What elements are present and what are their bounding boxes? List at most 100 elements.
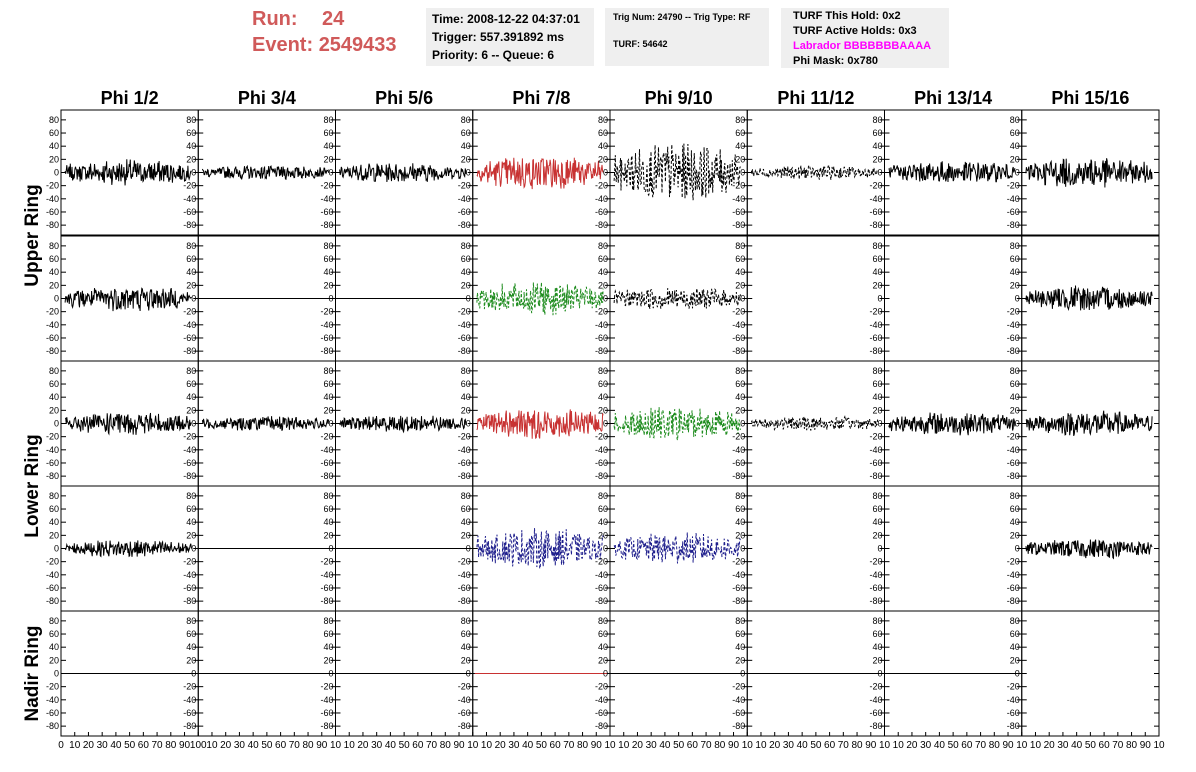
y-tick-label: 80 <box>1010 616 1020 626</box>
y-tick-label: 80 <box>186 241 196 251</box>
y-tick-label: -60 <box>869 458 882 468</box>
y-tick-label: -20 <box>595 682 608 692</box>
y-tick-label: -60 <box>46 207 59 217</box>
y-tick-label: -40 <box>869 194 882 204</box>
y-tick-label: 80 <box>49 241 59 251</box>
y-tick-label: -80 <box>1007 471 1020 481</box>
x-tick-label: 0 <box>58 740 64 751</box>
labrador-line: Labrador BBBBBBBAAAA <box>793 40 932 52</box>
x-tick-label: 100 <box>190 740 207 751</box>
y-tick-label: 20 <box>461 154 471 164</box>
x-tick-label: 60 <box>275 740 287 751</box>
x-tick-label: 30 <box>920 740 932 751</box>
y-tick-label: -20 <box>458 307 471 317</box>
y-tick-label: 20 <box>461 280 471 290</box>
y-tick-label: 40 <box>186 392 196 402</box>
x-tick-label: 60 <box>138 740 150 751</box>
y-tick-label: 60 <box>186 504 196 514</box>
y-tick-label: -20 <box>183 432 196 442</box>
x-tick-label: 90 <box>1140 740 1152 751</box>
column-header: Phi 13/14 <box>914 88 992 108</box>
y-tick-label: 60 <box>49 254 59 264</box>
y-tick-label: -40 <box>183 194 196 204</box>
y-tick-label: 20 <box>735 154 745 164</box>
y-tick-label: -80 <box>595 596 608 606</box>
y-tick-label: -60 <box>46 333 59 343</box>
x-tick-label: 40 <box>385 740 397 751</box>
x-tick-label: 10 <box>755 740 767 751</box>
x-tick-label: 90 <box>591 740 603 751</box>
y-tick-label: 0 <box>328 544 333 554</box>
y-tick-label: 20 <box>49 530 59 540</box>
y-tick-label: -20 <box>458 682 471 692</box>
panel-frame <box>746 235 885 362</box>
y-tick-label: -20 <box>732 307 745 317</box>
x-tick-label: 70 <box>701 740 713 751</box>
y-tick-label: 20 <box>1010 154 1020 164</box>
y-tick-label: -20 <box>595 432 608 442</box>
y-tick-label: 0 <box>54 294 59 304</box>
y-tick-label: -20 <box>320 307 333 317</box>
y-tick-label: -20 <box>320 181 333 191</box>
y-tick-label: 80 <box>872 491 882 501</box>
y-tick-label: 60 <box>1010 128 1020 138</box>
y-tick-label: 40 <box>461 517 471 527</box>
y-tick-label: 20 <box>323 280 333 290</box>
y-tick-label: -40 <box>732 570 745 580</box>
y-tick-label: 80 <box>598 616 608 626</box>
y-tick-label: 60 <box>1010 504 1020 514</box>
y-tick-label: 0 <box>328 294 333 304</box>
y-tick-label: -40 <box>320 194 333 204</box>
y-tick-label: -20 <box>320 682 333 692</box>
y-tick-label: -60 <box>183 333 196 343</box>
y-tick-label: 20 <box>735 405 745 415</box>
x-tick-label: 40 <box>659 740 671 751</box>
x-tick-label: 20 <box>769 740 781 751</box>
y-tick-label: -40 <box>458 695 471 705</box>
x-tick-label: 70 <box>838 740 850 751</box>
y-tick-label: 60 <box>323 504 333 514</box>
x-tick-label: 30 <box>646 740 658 751</box>
y-tick-label: -80 <box>320 220 333 230</box>
y-tick-label: 60 <box>49 504 59 514</box>
y-tick-label: 40 <box>323 267 333 277</box>
waveform-trace <box>750 163 878 180</box>
y-tick-label: -80 <box>595 721 608 731</box>
y-tick-label: 80 <box>735 491 745 501</box>
y-tick-label: -40 <box>595 570 608 580</box>
y-tick-label: 0 <box>877 294 882 304</box>
waveform-trace <box>613 288 741 309</box>
y-tick-label: 40 <box>872 517 882 527</box>
x-tick-label: 20 <box>1044 740 1056 751</box>
waveform-trace <box>1025 410 1153 437</box>
y-tick-label: -40 <box>1007 320 1020 330</box>
y-tick-label: 80 <box>186 115 196 125</box>
y-tick-label: 20 <box>461 530 471 540</box>
y-tick-label: -40 <box>46 320 59 330</box>
event-label: Event: <box>252 34 314 56</box>
waveform-trace <box>201 164 330 180</box>
y-tick-label: 80 <box>872 115 882 125</box>
x-tick-label: 10 <box>467 740 479 751</box>
y-tick-label: 60 <box>1010 254 1020 264</box>
y-tick-label: 20 <box>1010 655 1020 665</box>
y-tick-label: -60 <box>732 333 745 343</box>
column-header: Phi 1/2 <box>101 88 159 108</box>
x-tick-label: 90 <box>728 740 740 751</box>
y-tick-label: -40 <box>869 445 882 455</box>
y-tick-label: 40 <box>461 392 471 402</box>
y-tick-label: -40 <box>1007 695 1020 705</box>
x-tick-label: 80 <box>851 740 863 751</box>
y-tick-label: 0 <box>740 168 745 178</box>
y-tick-label: 60 <box>49 629 59 639</box>
y-tick-label: 40 <box>1010 392 1020 402</box>
y-tick-label: 40 <box>872 392 882 402</box>
y-tick-label: 0 <box>328 168 333 178</box>
x-tick-label: 50 <box>261 740 273 751</box>
y-tick-label: -20 <box>46 557 59 567</box>
y-tick-label: -60 <box>458 207 471 217</box>
x-tick-label: 40 <box>1071 740 1083 751</box>
y-tick-label: 80 <box>598 366 608 376</box>
y-tick-label: -60 <box>1007 583 1020 593</box>
y-tick-label: 0 <box>603 669 608 679</box>
